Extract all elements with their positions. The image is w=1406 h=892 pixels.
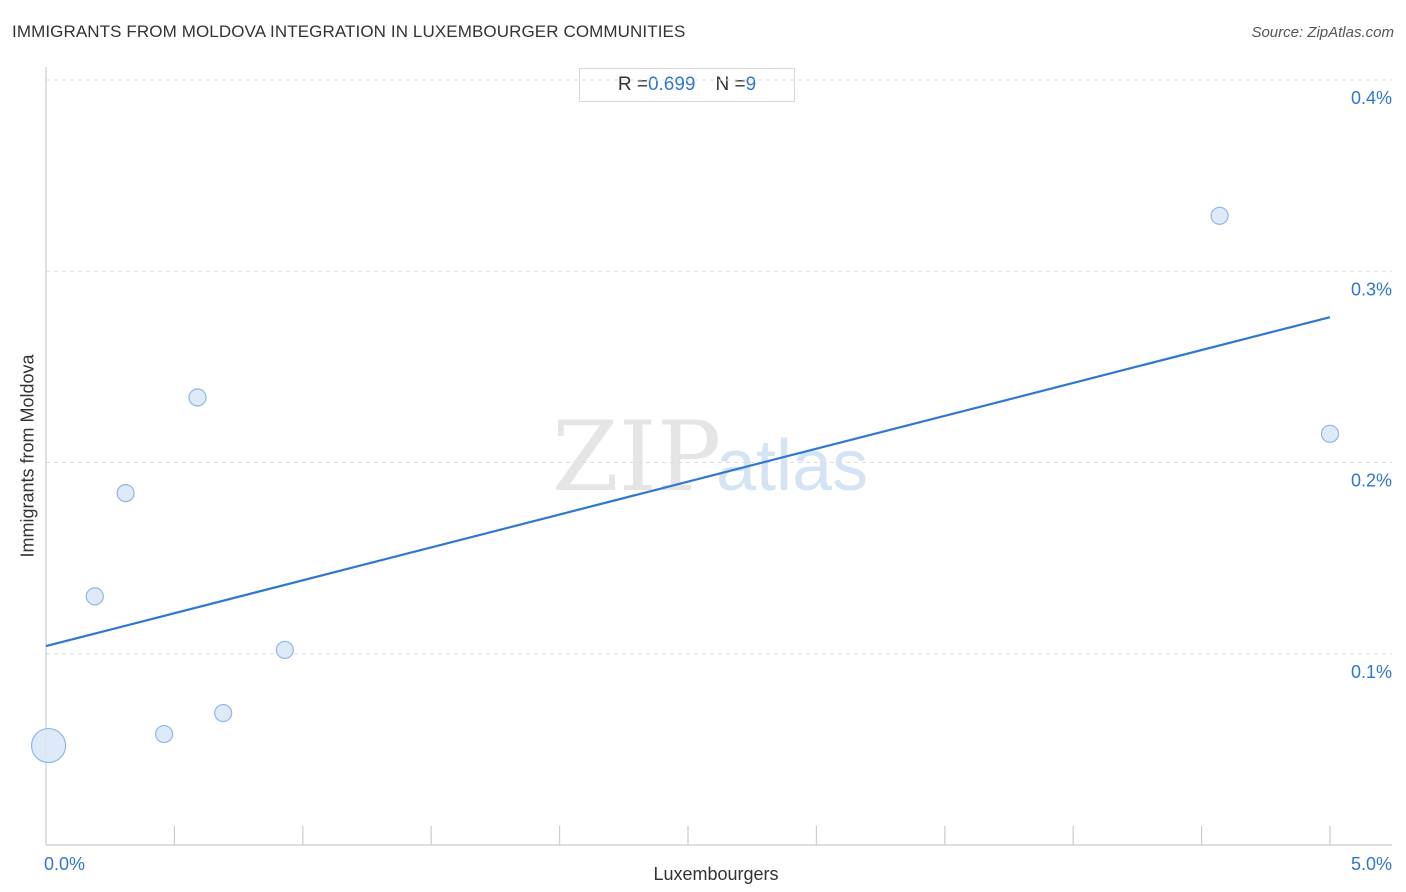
stats-box: R = 0.699 N = 9 xyxy=(579,68,795,102)
y-tick-label: 0.3% xyxy=(1351,279,1392,299)
y-tick-label: 0.2% xyxy=(1351,471,1392,491)
data-point xyxy=(188,388,207,407)
data-point xyxy=(275,640,294,660)
data-point xyxy=(1320,424,1340,443)
y-tick-label: 0.4% xyxy=(1351,88,1392,108)
chart-title: IMMIGRANTS FROM MOLDOVA INTEGRATION IN L… xyxy=(12,22,686,41)
gridlines xyxy=(46,79,1392,655)
r-label: R = xyxy=(617,74,648,95)
x-tick-label: 5.0% xyxy=(1351,854,1392,874)
watermark: ZIP atlas xyxy=(552,401,868,513)
data-point xyxy=(1210,206,1229,225)
data-point xyxy=(85,587,104,606)
axes xyxy=(45,67,1392,846)
data-point xyxy=(116,484,135,503)
x-tick-label: 0.0% xyxy=(44,854,85,874)
trendline xyxy=(45,316,1331,648)
data-points xyxy=(30,206,1340,764)
r-value: 0.699 xyxy=(647,74,696,95)
watermark-atlas: atlas xyxy=(716,426,868,506)
trendline-group xyxy=(45,316,1331,648)
data-point xyxy=(30,727,67,764)
n-value: 9 xyxy=(745,74,757,95)
y-tick-label: 0.1% xyxy=(1351,662,1392,682)
source-credit: Source: ZipAtlas.com xyxy=(1251,24,1394,41)
data-point xyxy=(214,703,233,723)
n-label: N = xyxy=(715,74,746,95)
x-axis-label: Luxembourgers xyxy=(653,864,779,884)
data-point xyxy=(155,724,174,744)
tick-labels: 0.1% 0.2% 0.3% 0.4% 0.0% 5.0% xyxy=(44,88,1392,874)
watermark-zip: ZIP xyxy=(552,401,721,513)
